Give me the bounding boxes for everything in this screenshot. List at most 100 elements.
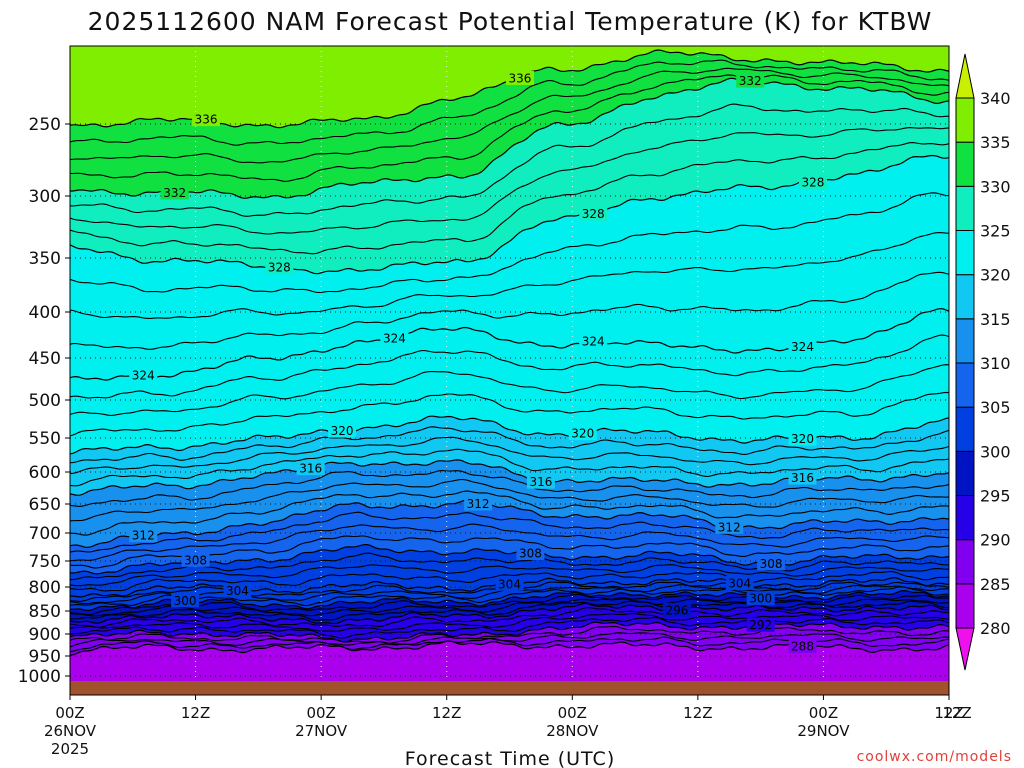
contour-label-bg-0 [788,638,817,653]
contour-label-bg-19 [788,431,817,446]
colorbar-label-325: 325 [980,222,1011,241]
contour-minor-316-2 [70,436,949,475]
colorbar-label-320: 320 [980,266,1011,285]
contour-label-bg-25 [579,206,608,221]
colorbar-segment-295 [955,450,975,497]
temperature-fill-bands [70,46,949,681]
y-tick-label-700: 700 [29,524,61,544]
contour-label-316: 316 [299,462,322,476]
contour-label-300: 300 [174,594,197,608]
y-tick-label-450: 450 [29,349,61,369]
y-tick-label-350: 350 [29,249,61,269]
x-axis-label: Forecast Time (UTC) [405,748,615,768]
contour-label-bg-7 [725,575,754,590]
contour-label-bg-5 [223,583,252,598]
contour-label-296: 296 [665,603,688,617]
contour-label-324: 324 [582,334,605,348]
contour-minor-328-2 [70,127,949,235]
contour-label-304: 304 [498,577,521,591]
contour-minor-332-3 [70,59,949,146]
contour-300 [70,589,949,612]
contour-minor-312-3 [70,470,949,507]
contour-312 [70,499,949,549]
contour-label-bg-17 [328,423,357,438]
contour-label-bg-21 [380,331,409,346]
contour-label-bg-13 [715,519,744,534]
contour-label-312: 312 [718,520,741,534]
y-tick-label-900: 900 [29,625,61,645]
contour-label-bg-12 [464,496,493,511]
contour-label-300: 300 [749,592,772,606]
contour-minor-312-1 [70,490,949,536]
contour-label-308: 308 [184,553,207,567]
colorbar-segment-300 [955,406,975,452]
colorbar-top-arrow [955,53,975,99]
contour-308 [70,544,949,575]
contour-minor-312-2 [70,478,949,522]
contour-minor-308-3 [70,511,949,553]
contour-label-bg-27 [736,73,765,88]
y-tick-label-500: 500 [29,391,61,411]
contour-minor-324-2 [70,232,949,319]
x-tick-year-0: 2025 [51,740,89,758]
colorbar-segment-325 [955,185,975,231]
contour-minor-288-2 [70,632,949,648]
contour-332 [70,77,949,199]
contour-label-bg-22 [579,333,608,348]
contour-minor-324-3 [70,192,949,294]
colorbar-label-305: 305 [980,398,1011,417]
contour-label-bg-16 [788,470,817,485]
contour-minor-316-3 [70,426,949,464]
contour-label-bg-9 [516,545,545,560]
contour-label-312: 312 [467,497,490,511]
contour-label-bg-2 [662,602,691,617]
colorbar-label-285: 285 [980,575,1011,594]
y-tick-label-950: 950 [29,647,61,667]
contour-label-336: 336 [509,71,532,85]
x-tick-date-6: 29NOV [797,722,850,740]
contour-label-312: 312 [132,529,155,543]
contour-minor-328-3 [70,103,949,217]
colorbar-label-280: 280 [980,619,1011,638]
colorbar-segment-290 [955,495,975,541]
colorbar-label-335: 335 [980,133,1011,152]
colorbar-label-290: 290 [980,531,1011,550]
colorbar-segment-305 [955,362,975,408]
contour-minor-300-1 [70,586,949,607]
y-tick-label-550: 550 [29,429,61,449]
contour-label-bg-11 [129,528,158,543]
contour-label-304: 304 [728,576,751,590]
x-tick-time-6: 00Z [809,704,838,722]
y-tick-label-400: 400 [29,303,61,323]
contour-minor-304-3 [70,552,949,581]
contour-minor-288-3 [70,625,949,644]
contour-minor-320-3 [70,334,949,399]
colorbar-segment-320 [955,230,975,276]
contour-label-bg-30 [798,174,827,189]
contour-minor-296-1 [70,600,949,621]
contour-label-bg-26 [160,185,189,200]
y-tick-label-300: 300 [29,187,61,207]
contour-label-bg-3 [171,593,200,608]
contour-label-288: 288 [791,639,814,653]
contour-label-bg-18 [568,426,597,441]
y-tick-label-650: 650 [29,495,61,515]
contour-minor-308-1 [70,535,949,569]
band-above-336 [70,46,949,128]
colorbar-label-295: 295 [980,487,1011,506]
contour-label-328: 328 [802,175,825,189]
contour-label-bg-10 [757,556,786,571]
x-tick-date-4: 28NOV [546,722,599,740]
contour-label-336: 336 [195,113,218,127]
contour-label-bg-23 [788,339,817,354]
contour-minor-332-1 [70,74,949,182]
contour-minor-324-1 [70,271,949,350]
contour-label-bg-6 [495,576,524,591]
x-tick-time-end: 12Z [942,704,971,722]
contour-minor-292-1 [70,616,949,639]
colorbar-segment-280 [955,583,975,629]
plot-frame [69,45,950,696]
contour-label-324: 324 [383,332,406,346]
chart-title: 2025112600 NAM Forecast Potential Temper… [88,7,933,36]
